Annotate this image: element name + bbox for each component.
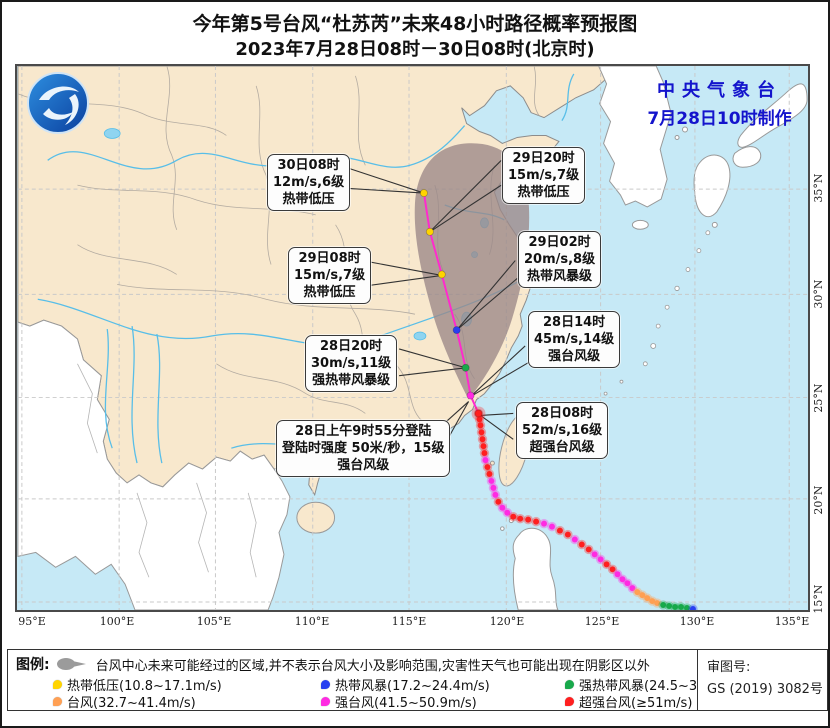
callout-29d20h: 29日20时 15m/s,7级 热带低压	[502, 147, 586, 204]
sts-dot-icon	[565, 680, 574, 689]
map-base-svg	[17, 66, 808, 610]
callout-connectors	[342, 159, 534, 456]
legend-item-ty: 台风(32.7~41.4m/s)	[53, 692, 196, 711]
neighbor-borders	[77, 363, 257, 578]
lat-label-15n: 15°N	[812, 584, 825, 614]
luzon-island	[512, 527, 559, 610]
callout-30d08h: 30日08时 12m/s,6级 热带低压	[267, 154, 351, 211]
probability-cone	[414, 143, 530, 400]
lon-label-95e: 95°E	[18, 615, 46, 628]
babuyan-island-2	[500, 526, 505, 531]
lon-label-100e: 100°E	[99, 615, 135, 628]
approval-label: 审图号:	[707, 660, 751, 675]
callout-28d14h: 28日14时 45m/s,14级 强台风级	[528, 311, 621, 368]
lat-label-35n: 35°N	[812, 173, 825, 203]
issue-time: 7月28日10时制作	[647, 109, 792, 129]
lat-label-20n: 20°N	[812, 485, 825, 515]
korea-peninsula	[598, 66, 672, 208]
cma-logo	[27, 72, 89, 134]
agency-credit: 中央气象台 7月28日10时制作	[617, 76, 822, 129]
td-dot-icon	[53, 680, 62, 689]
sty-dot-icon	[321, 697, 330, 706]
callout-29d02h: 29日02时 20m/s,8级 热带风暴级	[518, 231, 602, 288]
lat-label-30n: 30°N	[812, 279, 825, 309]
callout-landfall: 28日上午9时55分登陆 登陆时强度 50米/秒，15级 强台风级	[276, 420, 451, 477]
callout-28d20h: 28日20时 30m/s,11级 强热带风暴级	[305, 335, 398, 392]
super-ty-dot-icon	[565, 697, 574, 706]
legend-label: 图例:	[16, 657, 50, 673]
southwest-neighbor-land	[17, 319, 291, 610]
legend-cone-note: 台风中心未来可能经过的区域,并不表示台风大小及影响范围,灾害性天气也可能出现在阴…	[95, 658, 650, 674]
legend-item-sty: 强台风(41.5~50.9m/s)	[321, 692, 477, 711]
ty-dot-icon	[53, 697, 62, 706]
cone-icon	[56, 658, 86, 670]
page-subtitle: 2023年7月28日08时－30日08时(北京时)	[235, 39, 595, 60]
lat-label-25n: 25°N	[812, 383, 825, 413]
map-canvas: 30日08时 12m/s,6级 热带低压 29日20时 15m/s,7级 热带低压 29…	[15, 64, 810, 612]
approval-box: 审图号: GS (2019) 3082号	[697, 649, 828, 711]
ts-dot-icon	[321, 680, 330, 689]
lon-label-120e: 120°E	[489, 615, 525, 628]
callout-29d08h: 29日08时 15m/s,7级 热带低压	[288, 247, 372, 304]
legend-box: 图例: 台风中心未来可能经过的区域,并不表示台风大小及影响范围,灾害性天气也可能…	[7, 649, 747, 711]
japan-islands	[674, 83, 808, 228]
approval-number: GS (2019) 3082号	[707, 682, 823, 697]
typhoon-track	[419, 189, 698, 610]
page-title: 今年第5号台风“杜苏芮”未来48小时路径概率预报图	[192, 13, 638, 35]
penghu-island	[489, 460, 495, 466]
lon-label-110e: 110°E	[294, 615, 330, 628]
callout-28d08h: 28日08时 52m/s,16级 超强台风级	[516, 402, 609, 459]
lon-label-135e: 135°E	[774, 615, 810, 628]
hainan-island	[296, 501, 336, 534]
lon-label-105e: 105°E	[196, 615, 232, 628]
jeju-island	[631, 219, 649, 230]
agency-name: 中央气象台	[657, 80, 782, 101]
ryukyu-islands	[603, 230, 711, 396]
lon-label-130e: 130°E	[679, 615, 715, 628]
legend-item-td: 热带低压(10.8~17.1m/s)	[53, 675, 222, 694]
lon-label-115e: 115°E	[391, 615, 427, 628]
lon-label-125e: 125°E	[584, 615, 620, 628]
legend-item-super-ty: 超强台风(≥51m/s)	[565, 692, 692, 711]
legend-item-ts: 热带风暴(17.2~24.4m/s)	[321, 675, 490, 694]
